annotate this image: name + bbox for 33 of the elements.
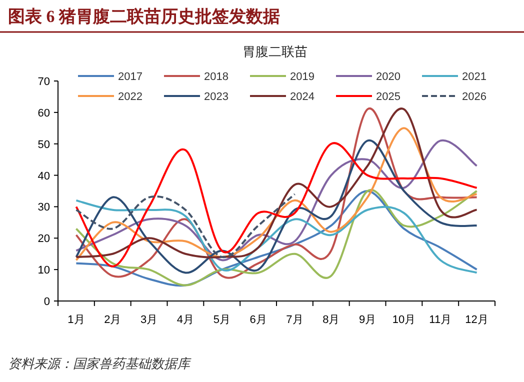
legend-label: 2022	[118, 91, 142, 103]
legend-label: 2017	[118, 71, 142, 83]
y-tick-label: 10	[38, 264, 50, 277]
x-tick-label: 7月	[286, 314, 304, 326]
legend-label: 2023	[204, 91, 228, 103]
x-tick-label: 11月	[429, 314, 452, 326]
y-tick-label: 20	[38, 233, 50, 246]
y-tick-label: 50	[38, 138, 50, 151]
x-tick-label: 2月	[104, 314, 122, 326]
legend-label: 2025	[376, 91, 400, 103]
x-tick-label: 5月	[213, 314, 230, 326]
text: 资料来源：国家兽药基础数据库	[8, 356, 192, 371]
y-tick-label: 70	[38, 76, 50, 88]
x-tick-label: 12月	[465, 314, 488, 326]
x-tick-label: 10月	[392, 314, 416, 326]
chart-title: 图表 6 猪胃腹二联苗历史批签发数据	[8, 7, 280, 26]
x-tick-label: 3月	[140, 314, 158, 326]
legend-label: 2019	[290, 71, 314, 83]
y-tick-label: 30	[38, 202, 50, 214]
x-tick-label: 1月	[68, 314, 85, 326]
y-tick-label: 40	[38, 170, 50, 182]
x-tick-label: 4月	[176, 314, 194, 326]
y-tick-label: 0	[44, 296, 50, 308]
x-tick-label: 9月	[358, 314, 376, 326]
chart-subtitle: 胃腹二联苗	[242, 44, 308, 59]
legend-label: 2021	[462, 71, 486, 83]
legend-label: 2024	[290, 91, 314, 103]
x-tick-label: 8月	[322, 314, 340, 326]
legend-label: 2026	[462, 91, 486, 103]
legend-label: 2020	[376, 71, 400, 83]
y-tick-label: 60	[38, 107, 50, 120]
legend-label: 2018	[204, 71, 228, 83]
x-tick-label: 6月	[250, 314, 267, 326]
